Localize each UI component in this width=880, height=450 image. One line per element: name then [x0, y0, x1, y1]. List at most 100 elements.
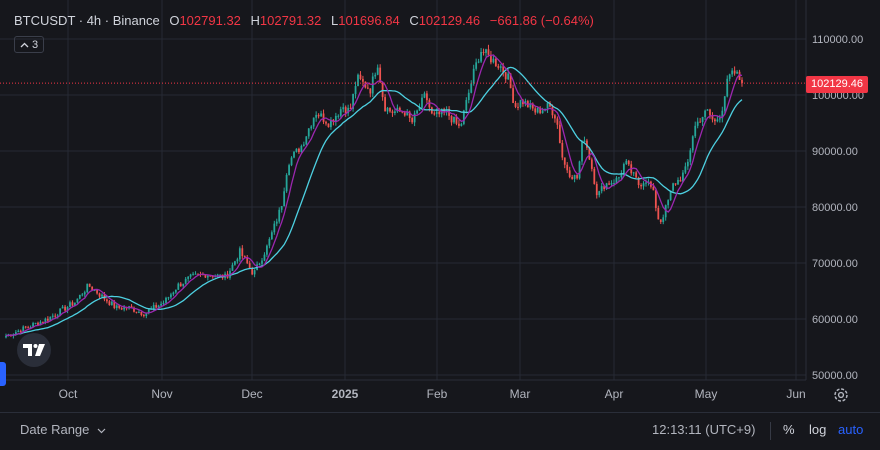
- candle-body: [138, 311, 140, 313]
- candle-body: [39, 321, 42, 326]
- gear-icon[interactable]: [832, 386, 850, 404]
- y-axis[interactable]: 110000.00 100000.00 90000.00 80000.00 70000.…: [812, 34, 864, 382]
- candle-body: [234, 261, 236, 265]
- candle-body: [379, 67, 382, 83]
- left-panel-toggle[interactable]: [0, 362, 6, 386]
- candle-body: [197, 273, 199, 275]
- candle-body: [620, 173, 623, 178]
- candle-body: [389, 107, 391, 112]
- candle-body: [61, 306, 64, 309]
- candle-body: [682, 172, 684, 182]
- candle-body: [421, 97, 423, 108]
- tradingview-logo-icon[interactable]: [17, 333, 51, 367]
- candle-body: [662, 217, 665, 222]
- candle-body: [142, 315, 145, 317]
- candle-body: [622, 164, 625, 174]
- candle-body: [278, 209, 281, 222]
- candle-body: [531, 103, 534, 109]
- candle-body: [652, 186, 655, 191]
- candle-body: [384, 97, 386, 112]
- candle-body: [189, 274, 192, 277]
- candle-body: [669, 190, 672, 201]
- candle-body: [512, 88, 514, 103]
- log-scale-toggle[interactable]: log: [809, 422, 827, 437]
- candle-body: [467, 92, 470, 101]
- candle-body: [258, 263, 261, 265]
- candle-body: [603, 186, 606, 190]
- candle-body: [34, 322, 37, 324]
- candle-body: [721, 110, 724, 119]
- candle-body: [453, 116, 455, 123]
- candle-body: [423, 93, 426, 98]
- candle-body: [465, 100, 468, 111]
- candle-body: [27, 327, 30, 329]
- candle-body: [211, 275, 214, 278]
- candle-body: [300, 145, 303, 153]
- candle-body: [24, 326, 27, 328]
- indicators-toggle[interactable]: 3: [14, 36, 44, 53]
- candle-body: [325, 121, 327, 124]
- candle-body: [270, 232, 273, 240]
- date-range-button[interactable]: Date Range: [20, 422, 106, 437]
- candle-body: [411, 117, 414, 123]
- toolbar-divider: [770, 422, 771, 440]
- candle-body: [645, 182, 647, 184]
- candle-body: [462, 110, 465, 124]
- candle-body: [246, 257, 249, 264]
- candle-body: [317, 114, 320, 117]
- candle-body: [14, 332, 17, 335]
- candle-body: [470, 83, 473, 93]
- candle-body: [482, 51, 485, 53]
- change-value: −661.86 (−0.64%): [489, 13, 594, 28]
- low-label: L: [331, 13, 339, 28]
- candle-body: [403, 112, 406, 116]
- candle-body: [401, 111, 404, 113]
- candle-body: [135, 311, 138, 313]
- candle-body: [96, 290, 98, 294]
- candle-body: [394, 111, 396, 114]
- candle-body: [155, 305, 158, 308]
- candle-body: [625, 160, 628, 165]
- y-tick-label: 100000.00: [812, 90, 864, 102]
- candle-body: [485, 49, 487, 53]
- y-tick-label: 70000.00: [812, 258, 858, 270]
- candle-body: [576, 175, 578, 179]
- auto-scale-toggle[interactable]: auto: [838, 422, 864, 437]
- candle-body: [32, 323, 34, 328]
- candle-body: [74, 302, 76, 306]
- candle-body: [558, 124, 561, 143]
- candle-body: [593, 168, 596, 184]
- candle-body: [696, 121, 699, 126]
- candle-body: [192, 273, 194, 275]
- percent-scale-toggle[interactable]: %: [783, 422, 795, 437]
- candle-body: [595, 183, 598, 196]
- candle-body: [295, 148, 298, 152]
- candle-body: [204, 274, 207, 278]
- candle-body: [342, 107, 345, 110]
- candle-body: [723, 96, 726, 111]
- candle-body: [93, 290, 96, 292]
- candle-body: [88, 283, 91, 287]
- candle-body: [17, 330, 20, 333]
- clock-timezone[interactable]: 12:13:11 (UTC+9): [652, 422, 756, 437]
- chart-grid: [0, 0, 806, 380]
- tv-logo-glyph: [23, 344, 45, 356]
- candle-body: [507, 73, 510, 80]
- candle-body: [253, 270, 256, 275]
- close-label: C: [409, 13, 419, 28]
- candle-body: [91, 286, 94, 291]
- candle-body: [307, 128, 310, 137]
- candle-body: [509, 73, 512, 89]
- candle-body: [590, 159, 593, 169]
- x-axis[interactable]: Oct Nov Dec 2025 Feb Mar Apr May Jun: [59, 387, 806, 401]
- candle-body: [268, 239, 271, 246]
- candle-body: [42, 321, 44, 323]
- candle-body: [83, 292, 86, 295]
- symbol-title[interactable]: BTCUSDT · 4h · Binance: [14, 13, 160, 28]
- candle-body: [165, 297, 167, 303]
- candle-body: [357, 74, 359, 87]
- candle-body: [691, 136, 694, 151]
- candle-body: [438, 111, 441, 115]
- candle-body: [396, 107, 399, 112]
